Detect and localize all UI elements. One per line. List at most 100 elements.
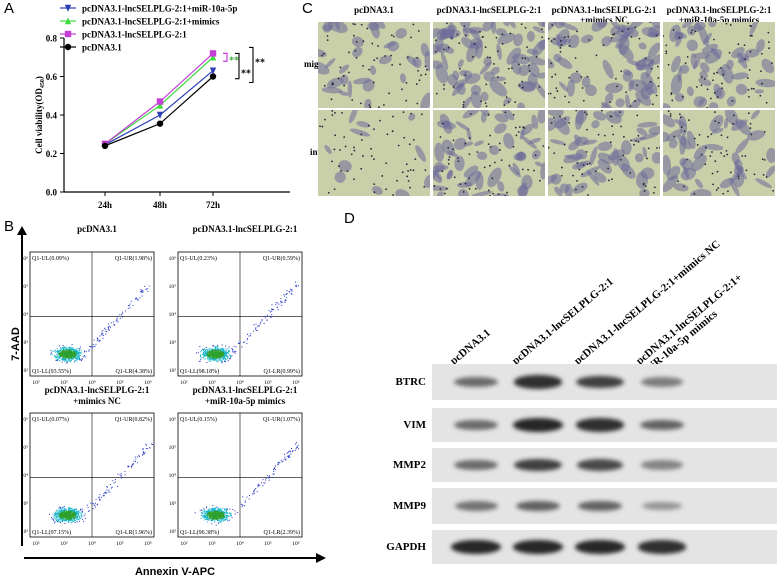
event-dot [216, 511, 218, 513]
event-dot [220, 511, 222, 513]
pore [368, 68, 370, 71]
cell [601, 102, 612, 108]
event-dot [219, 348, 221, 350]
event-dot [53, 350, 55, 352]
event-dot [222, 354, 224, 356]
pore [334, 111, 336, 114]
cell [663, 154, 672, 176]
event-dot [222, 514, 224, 516]
event-dot [207, 516, 209, 518]
event-dot [282, 460, 284, 462]
event-dot [78, 519, 80, 521]
event-dot [87, 511, 89, 513]
event-dot [255, 328, 257, 330]
event-dot [75, 513, 77, 515]
event-dot [214, 349, 216, 351]
pore [587, 194, 589, 196]
event-dot [214, 516, 216, 518]
event-dot [206, 514, 208, 516]
event-dot [64, 355, 66, 357]
protein-band [576, 375, 624, 389]
pore [424, 169, 427, 172]
protein-label: VIM [403, 419, 426, 431]
pore [424, 73, 427, 76]
event-dot [225, 354, 227, 356]
data-point [209, 53, 217, 61]
cell [721, 63, 734, 84]
event-dot [222, 516, 224, 518]
y-tick-label: 0.2 [46, 149, 58, 159]
event-dot [112, 480, 114, 482]
event-dot [215, 352, 217, 354]
event-dot [279, 462, 281, 464]
event-dot [69, 518, 71, 520]
pore [750, 133, 753, 136]
event-dot [69, 358, 71, 360]
event-dot [212, 356, 214, 358]
event-dot [218, 352, 220, 354]
event-dot [67, 513, 69, 515]
pore [409, 169, 412, 171]
arrow-head [316, 553, 326, 563]
event-dot [207, 517, 209, 519]
event-dot [59, 511, 61, 513]
event-dot [212, 517, 214, 519]
cell [513, 33, 524, 47]
event-dot [78, 353, 80, 355]
event-dot [67, 516, 69, 518]
x-tick-label: 10⁶ [292, 541, 300, 547]
cell [491, 76, 507, 82]
cell [513, 152, 527, 161]
pore [586, 163, 589, 166]
event-dot [296, 446, 298, 448]
pore [678, 36, 681, 39]
panel-c-microscopy: pcDNA3.1 pcDNA3.1-lncSELPLG-2:1 pcDNA3.1-l… [300, 0, 777, 200]
event-dot [72, 349, 74, 351]
pore [721, 87, 723, 90]
x-tick-label: 10² [180, 380, 188, 386]
event-dot [281, 304, 283, 306]
event-dot [71, 510, 73, 512]
pore [765, 176, 768, 178]
column-header: pcDNA3.1 [354, 5, 394, 15]
pore [728, 51, 731, 54]
quadrant-label: Q1-UL(0.23%) [180, 255, 217, 262]
event-dot [58, 354, 60, 356]
event-dot [56, 512, 58, 514]
event-dot [113, 323, 115, 325]
event-dot [209, 510, 211, 512]
pore [472, 55, 474, 58]
pore [654, 186, 656, 189]
event-dot [260, 482, 262, 484]
legend-marker [64, 43, 72, 51]
event-dot [203, 352, 205, 354]
pore [709, 155, 712, 158]
pore [535, 55, 538, 58]
event-dot [108, 325, 110, 327]
event-dot [62, 355, 64, 357]
event-dot [72, 518, 74, 520]
event-dot [55, 515, 57, 517]
event-dot [57, 349, 59, 351]
event-dot [224, 519, 226, 521]
event-dot [104, 492, 106, 494]
cell [470, 84, 482, 96]
event-dot [214, 360, 216, 362]
event-dot [74, 356, 76, 358]
pore [442, 48, 445, 51]
event-dot [70, 522, 72, 524]
event-dot [206, 356, 208, 358]
event-dot [224, 515, 226, 517]
event-dot [65, 511, 67, 513]
event-dot [213, 349, 215, 351]
event-dot [284, 301, 286, 303]
pore [503, 82, 506, 84]
event-dot [64, 515, 66, 517]
event-dot [63, 355, 65, 357]
pore [452, 148, 454, 151]
pore [698, 133, 701, 136]
cell [647, 81, 658, 95]
pore [362, 155, 364, 157]
pore [644, 57, 647, 60]
event-dot [61, 517, 63, 519]
